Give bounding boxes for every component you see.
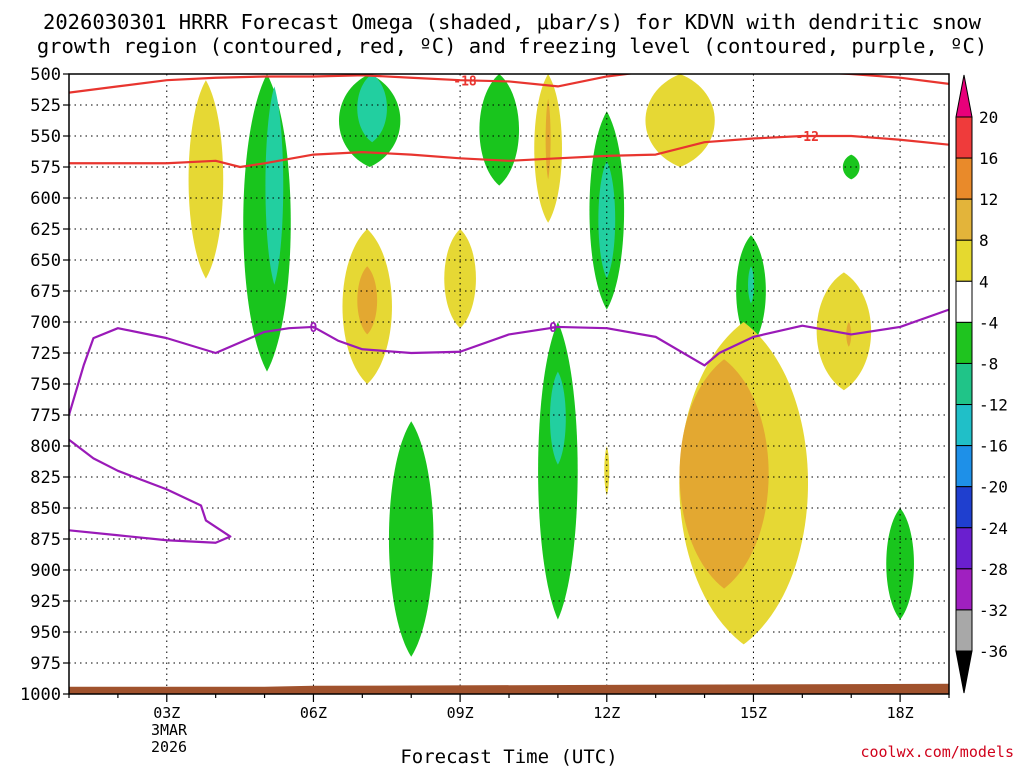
colorbar-swatch-1 (955, 157, 973, 200)
y-tick-label-875: 875 (30, 530, 61, 550)
colorbar-top-arrow (955, 74, 973, 118)
y-tick-label-1000: 1000 (20, 685, 61, 705)
colorbar-label--16: -16 (979, 437, 1008, 456)
surface-terrain (69, 683, 949, 694)
colorbar-label-8: 8 (979, 231, 989, 250)
omega-shaded-regions (188, 74, 914, 657)
contour-label-freezing-level-main: 0 (310, 321, 318, 336)
contour-label-dgz-upper: -18 (453, 74, 477, 89)
omega-region-16 (357, 266, 378, 335)
colorbar-swatch-6 (955, 362, 973, 406)
omega-region-8 (549, 371, 566, 465)
contour-lines (69, 74, 949, 544)
y-tick-label-625: 625 (30, 220, 61, 240)
colorbar-label--28: -28 (979, 560, 1008, 579)
colorbar-swatch-4 (955, 280, 973, 323)
omega-region-14 (188, 80, 224, 279)
y-tick-label-975: 975 (30, 654, 61, 674)
y-tick-label-825: 825 (30, 468, 61, 488)
y-tick-label-775: 775 (30, 406, 61, 426)
credit-text: coolwx.com/models (860, 743, 1014, 761)
y-tick-label-925: 925 (30, 592, 61, 612)
colorbar-bottom-arrow (955, 650, 973, 694)
colorbar-label-16: 16 (979, 149, 998, 168)
omega-region-11 (748, 266, 754, 304)
y-tick-label-525: 525 (30, 96, 61, 116)
omega-region-4 (479, 74, 520, 186)
colorbar-label--4: -4 (979, 313, 998, 332)
colorbar-swatch-8 (955, 445, 973, 488)
y-axis: 500 525 550 575 600 625 650 675 700 725 750 775 800 8… (20, 65, 69, 705)
omega-region-24 (816, 272, 872, 391)
omega-region-7 (538, 322, 578, 620)
date-label-year: 2026 (151, 738, 187, 756)
contour-freezing-level-main (69, 308, 949, 416)
colorbar-swatch-7 (955, 404, 973, 447)
y-tick-label-750: 750 (30, 375, 61, 395)
omega-region-3 (357, 74, 387, 143)
date-label-month: 3MAR (151, 721, 188, 739)
y-tick-label-950: 950 (30, 623, 61, 643)
contour-label-dgz-lower: -12 (795, 130, 818, 145)
colorbar-swatch-2 (955, 198, 973, 241)
colorbar-swatch-12 (955, 609, 973, 652)
contour-labels: -18 -12 0 0 (310, 74, 819, 336)
contour-label-freezing-level-low: 0 (549, 321, 557, 336)
y-tick-label-650: 650 (30, 251, 61, 271)
x-tick-label-09Z: 09Z (447, 704, 474, 722)
x-tick-label-06Z: 06Z (300, 704, 327, 722)
chart-title-line1: 2026030301 HRRR Forecast Omega (shaded, … (43, 10, 982, 34)
y-tick-label-575: 575 (30, 158, 61, 178)
contour-freezing-level-low (69, 438, 232, 544)
y-tick-label-800: 800 (30, 437, 61, 457)
colorbar-swatch-10 (955, 527, 973, 570)
colorbar-label-20: 20 (979, 108, 998, 127)
gridlines (69, 74, 949, 694)
contour-dgz-lower (69, 134, 949, 169)
y-tick-label-550: 550 (30, 127, 61, 147)
colorbar-label--12: -12 (979, 396, 1008, 415)
x-axis-label: Forecast Time (UTC) (400, 746, 617, 768)
y-tick-label-900: 900 (30, 561, 61, 581)
colorbar-label--24: -24 (979, 519, 1008, 538)
colorbar-swatch-3 (955, 239, 973, 282)
colorbar-swatch-11 (955, 568, 973, 611)
colorbar-swatch-9 (955, 486, 973, 529)
colorbar-label--8: -8 (979, 354, 998, 373)
x-tick-label-18Z: 18Z (887, 704, 914, 722)
colorbar-swatch-5 (955, 321, 973, 364)
omega-region-23 (679, 359, 769, 589)
omega-region-6 (598, 160, 616, 279)
omega-region-21 (645, 74, 715, 167)
y-tick-label-675: 675 (30, 282, 61, 302)
y-tick-label-850: 850 (30, 499, 61, 519)
y-tick-label-500: 500 (30, 65, 61, 85)
y-tick-label-725: 725 (30, 344, 61, 364)
x-tick-label-12Z: 12Z (593, 704, 620, 722)
colorbar: 20 16 12 8 4 -4 -8 -12 -16 -20 -24 -28 -32 -36 (955, 74, 1008, 694)
chart-title-line2: growth region (contoured, red, ºC) and f… (37, 34, 987, 58)
contour-dgz-upper (69, 74, 949, 94)
y-tick-label-600: 600 (30, 189, 61, 209)
colorbar-label-12: 12 (979, 190, 998, 209)
colorbar-label--36: -36 (979, 642, 1008, 661)
colorbar-label-4: 4 (979, 272, 989, 291)
x-axis: 03Z 06Z 09Z 12Z 15Z 18Z (68, 694, 950, 722)
colorbar-label--32: -32 (979, 601, 1008, 620)
surface-ground (69, 683, 949, 694)
y-tick-label-700: 700 (30, 313, 61, 333)
colorbar-label--20: -20 (979, 478, 1008, 497)
x-tick-label-03Z: 03Z (153, 704, 180, 722)
x-tick-label-15Z: 15Z (740, 704, 767, 722)
colorbar-swatch-0 (955, 116, 973, 159)
